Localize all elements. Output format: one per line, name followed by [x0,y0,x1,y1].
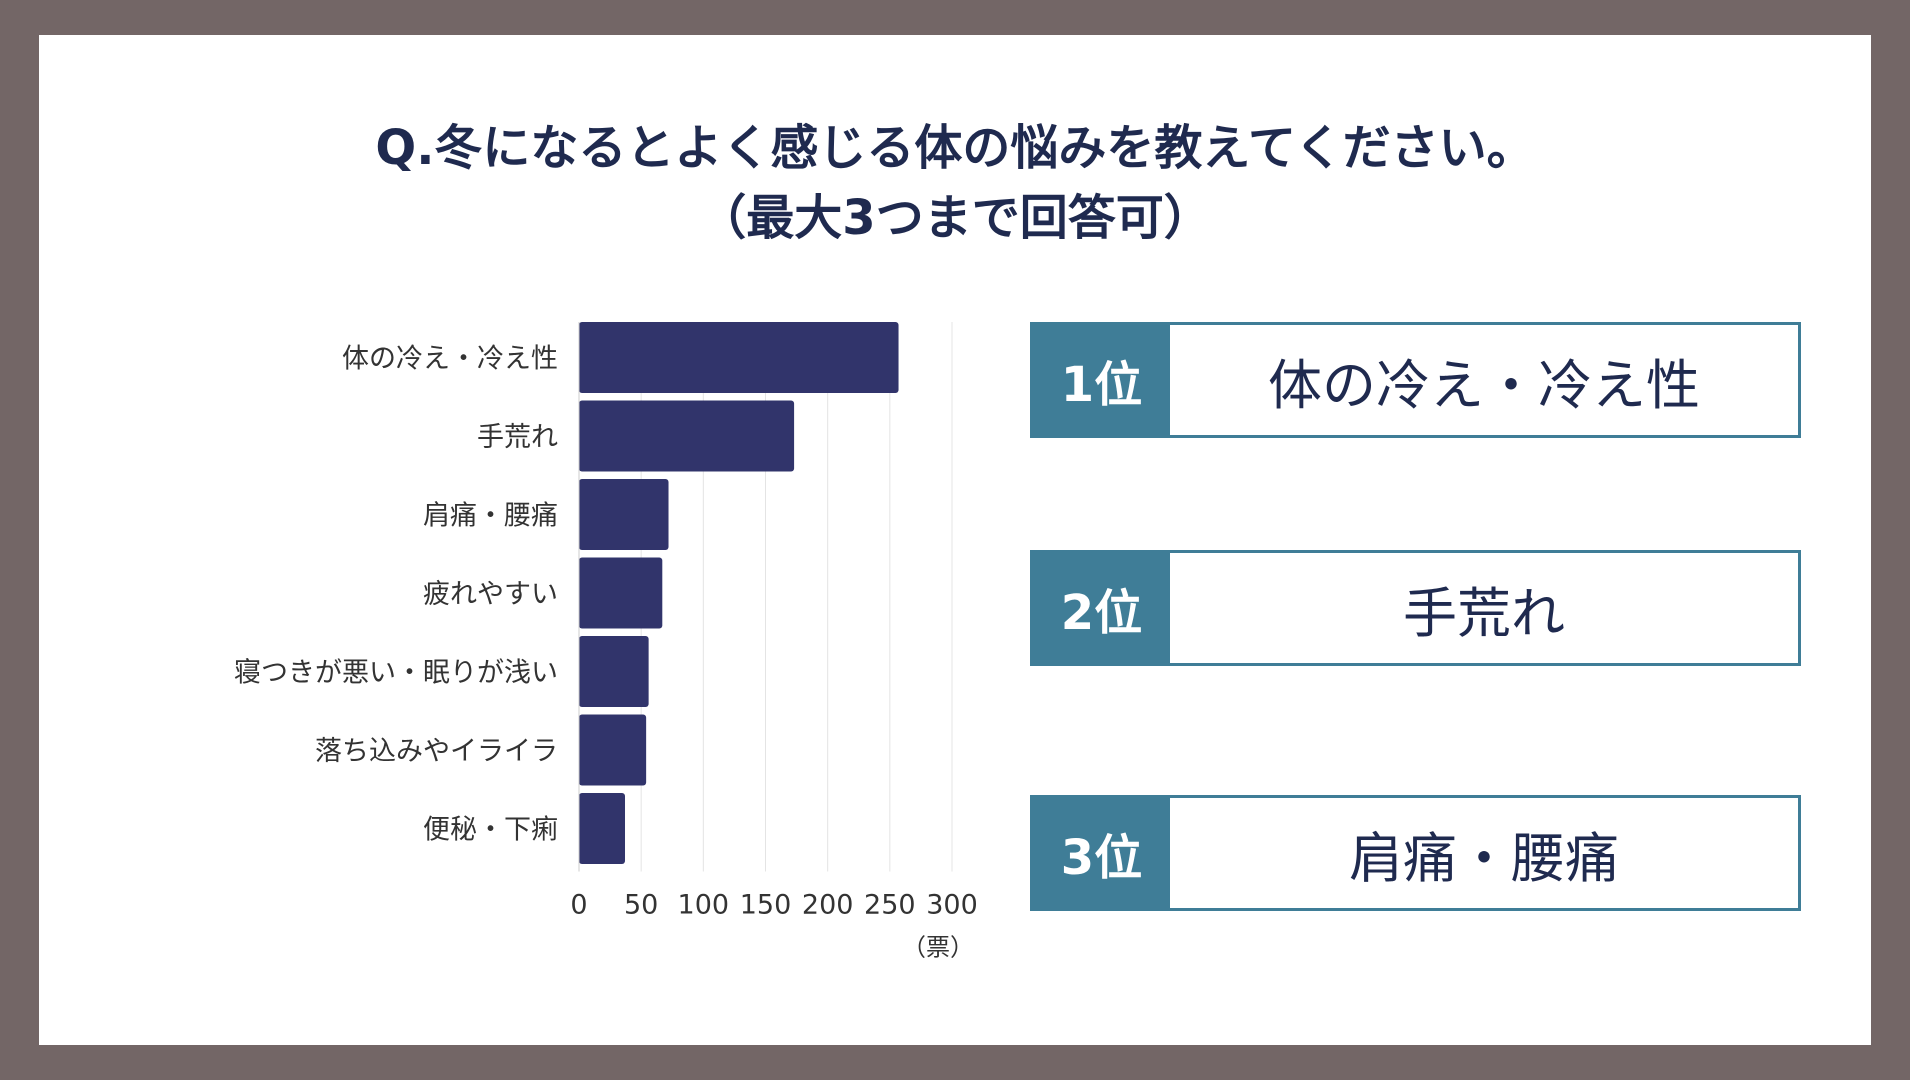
tick-label-300: 300 [926,890,978,921]
rank-1-label: 1位 [1033,325,1170,435]
x-axis-label: （票） [902,934,974,962]
bar-1 [579,400,795,472]
tick-label-100: 100 [678,890,730,921]
category-label-4: 寝つきが悪い・眠りが浅い [234,658,558,689]
bar-0 [579,322,899,393]
tick-label-0: 0 [570,890,587,921]
category-label-2: 肩痛・腰痛 [423,501,558,532]
rank-3-card: 3位 肩痛・腰痛 [1030,795,1801,911]
rank-1-card: 1位 体の冷え・冷え性 [1030,322,1801,438]
tick-label-200: 200 [802,890,854,921]
rank-2-item: 手荒れ [1403,581,1565,645]
bar-4 [579,636,649,707]
category-label-5: 落ち込みやイライラ [315,736,558,767]
bar-6 [579,793,626,864]
bar-2 [579,479,669,550]
page-title: Q.冬になるとよく感じる体の悩みを教えてください。 （最大3つまで回答可） [0,113,1910,253]
rank-2-card: 2位 手荒れ [1030,550,1801,666]
rank-1-item: 体の冷え・冷え性 [1268,353,1700,417]
rank-2-label: 2位 [1033,553,1170,663]
category-label-0: 体の冷え・冷え性 [342,344,558,375]
title-line-2: （最大3つまで回答可） [698,190,1212,246]
bar-5 [579,714,647,786]
tick-label-250: 250 [864,890,916,921]
rank-3-item: 肩痛・腰痛 [1349,826,1619,890]
category-label-3: 疲れやすい [423,579,558,610]
tick-label-150: 150 [740,890,792,921]
tick-label-50: 50 [624,890,658,921]
rank-3-label: 3位 [1033,798,1170,908]
category-label-1: 手荒れ [477,422,558,453]
category-label-6: 便秘・下痢 [423,815,558,846]
title-line-1: Q.冬になるとよく感じる体の悩みを教えてください。 [375,120,1535,176]
bar-3 [579,557,663,629]
